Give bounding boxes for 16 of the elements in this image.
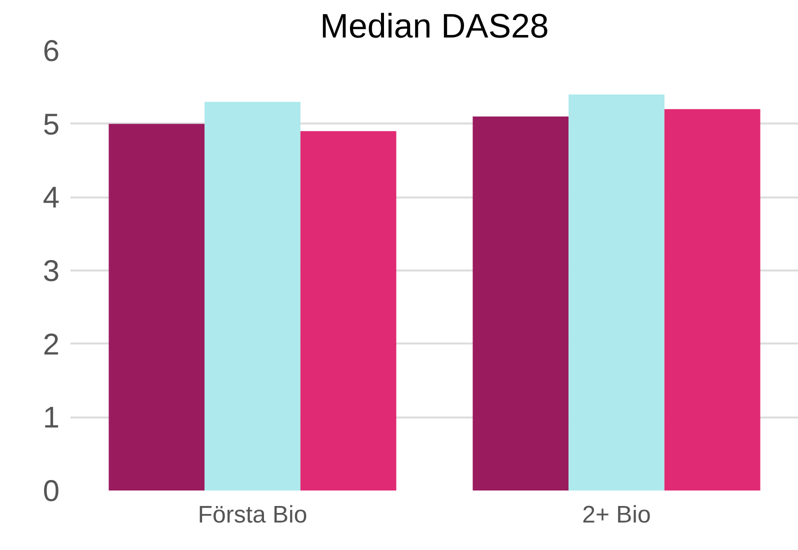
y-tick-label: 6	[42, 35, 60, 68]
y-tick-label: 3	[42, 255, 60, 288]
bar	[300, 131, 396, 490]
bar	[204, 102, 300, 490]
bar	[472, 116, 569, 490]
x-tick-label: Första Bio	[198, 502, 308, 528]
bar	[568, 94, 664, 490]
y-tick-label: 4	[42, 182, 60, 215]
y-tick-label: 5	[42, 108, 60, 142]
bar	[664, 109, 760, 490]
y-tick-label: 2	[42, 328, 60, 362]
y-tick-label: 1	[42, 402, 60, 435]
y-tick-label: 0	[42, 475, 60, 508]
x-tick-label: 2+ Bio	[582, 502, 651, 528]
chart-title: Median DAS28	[320, 8, 549, 46]
bar	[108, 124, 205, 490]
